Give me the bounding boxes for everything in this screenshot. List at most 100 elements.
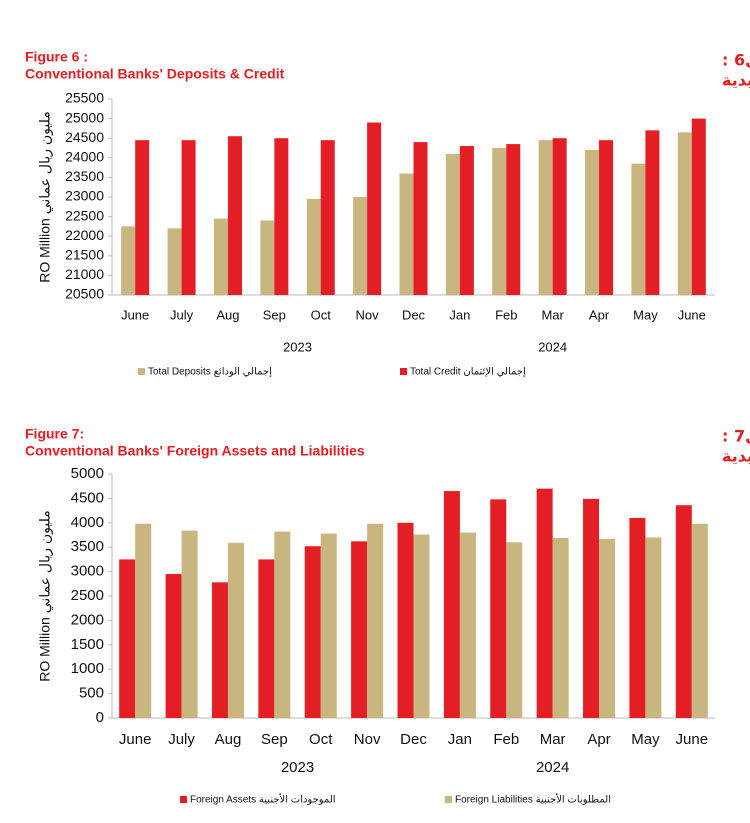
bar <box>181 140 196 295</box>
y-axis-label: RO Million مليون ريال عماني <box>37 510 54 682</box>
x-tick-label: July <box>170 307 194 322</box>
bar <box>506 542 523 718</box>
legend-label: Foreign Liabilities المطلوبات الأجنبية <box>455 793 611 806</box>
year-label: 2023 <box>281 759 314 776</box>
y-tick-label: 23500 <box>65 168 104 184</box>
year-label: 2024 <box>538 339 567 354</box>
x-tick-label: Jan <box>448 731 472 748</box>
chart-title: Conventional Banks' Deposits & Credit <box>25 66 285 82</box>
bar <box>181 530 198 718</box>
bar <box>552 537 569 718</box>
x-tick-label: June <box>121 307 149 322</box>
legend-swatch <box>180 796 187 803</box>
x-tick-label: July <box>168 731 195 748</box>
bar <box>506 144 521 295</box>
chart: Figure 7:Conventional Banks' Foreign Ass… <box>25 426 750 806</box>
x-tick-label: May <box>633 307 658 322</box>
y-tick-label: 1000 <box>71 660 104 677</box>
bar <box>599 538 616 718</box>
y-tick-label: 2500 <box>71 587 104 604</box>
y-tick-label: 1500 <box>71 636 104 653</box>
x-tick-label: Dec <box>400 731 427 748</box>
bar <box>258 559 275 718</box>
bar <box>397 522 414 718</box>
x-tick-label: Apr <box>587 731 610 748</box>
bar <box>585 149 600 295</box>
y-tick-label: 4000 <box>71 514 104 531</box>
x-tick-label: Mar <box>541 307 564 322</box>
bar <box>459 532 476 718</box>
bar <box>119 559 136 718</box>
bar <box>583 498 600 718</box>
y-tick-label: 4500 <box>71 489 104 506</box>
bar <box>121 226 136 295</box>
y-tick-label: 24500 <box>65 129 104 145</box>
bar <box>260 220 275 295</box>
y-tick-label: 21500 <box>65 247 104 263</box>
bar <box>167 228 182 295</box>
bar <box>306 198 321 295</box>
y-tick-label: 2000 <box>71 611 104 628</box>
bar <box>274 531 291 718</box>
chart-title-arabic: رسم بياني6 : <box>722 51 750 71</box>
x-tick-label: Jan <box>449 307 470 322</box>
y-tick-label: 500 <box>79 685 104 702</box>
bar <box>691 523 708 718</box>
x-tick-label: Sep <box>263 307 286 322</box>
bar <box>320 140 335 295</box>
y-tick-label: 24000 <box>65 149 104 165</box>
bar <box>353 197 368 295</box>
bar <box>413 142 428 295</box>
chart-title: Figure 7: <box>25 426 84 442</box>
x-tick-label: Aug <box>216 307 239 322</box>
y-tick-label: 0 <box>96 709 104 726</box>
x-tick-label: Mar <box>540 731 566 748</box>
legend-swatch <box>445 796 452 803</box>
x-tick-label: Nov <box>356 307 380 322</box>
bar <box>599 140 614 295</box>
year-label: 2023 <box>283 339 312 354</box>
bar <box>274 138 289 295</box>
bar <box>304 546 321 718</box>
x-tick-label: Oct <box>309 731 333 748</box>
x-tick-label: Feb <box>495 307 517 322</box>
x-tick-label: May <box>631 731 660 748</box>
y-tick-label: 22500 <box>65 207 104 223</box>
bar <box>536 488 553 718</box>
y-axis-label: RO Million مليون ريال عماني <box>37 111 54 283</box>
bar <box>135 523 152 718</box>
chart-title: Conventional Banks' Foreign Assets and L… <box>25 443 365 459</box>
x-tick-label: Nov <box>354 731 381 748</box>
bar <box>492 148 507 295</box>
chart: Figure 6 :Conventional Banks' Deposits &… <box>25 49 750 378</box>
bar <box>135 140 150 295</box>
bar <box>445 153 460 295</box>
x-tick-label: Apr <box>589 307 610 322</box>
bar <box>165 574 182 718</box>
legend-label: Total Deposits إجمالي الودائع <box>148 367 272 378</box>
year-label: 2024 <box>536 759 569 776</box>
y-tick-label: 21000 <box>65 266 104 282</box>
chart-title-arabic: الودائع والإئتمان للبنوك التقليدية <box>722 71 750 90</box>
chart-title-arabic: الموجودات والمطلوبات للبنوك التقليدية <box>722 447 750 466</box>
y-tick-label: 22000 <box>65 227 104 243</box>
bar <box>213 218 228 295</box>
x-tick-label: Sep <box>261 731 288 748</box>
bar <box>227 542 244 718</box>
y-tick-label: 5000 <box>71 465 104 482</box>
bar <box>645 130 660 295</box>
bar <box>413 534 430 718</box>
bar <box>552 138 567 295</box>
x-tick-label: Aug <box>215 731 242 748</box>
y-tick-label: 25000 <box>65 109 104 125</box>
legend-swatch <box>138 368 145 375</box>
bar <box>227 136 242 295</box>
x-tick-label: June <box>119 731 152 748</box>
bar <box>459 146 474 295</box>
x-tick-label: Dec <box>402 307 426 322</box>
y-tick-label: 20500 <box>65 286 104 302</box>
x-tick-label: June <box>676 731 709 748</box>
chart-title: Figure 6 : <box>25 49 88 65</box>
bar <box>691 118 706 295</box>
